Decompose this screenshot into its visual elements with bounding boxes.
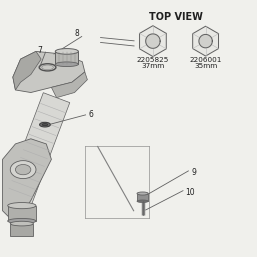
Polygon shape	[137, 194, 148, 201]
Polygon shape	[140, 26, 166, 57]
Ellipse shape	[42, 124, 48, 126]
Text: 2205825: 2205825	[137, 57, 169, 63]
Text: 8: 8	[75, 29, 79, 38]
Polygon shape	[13, 51, 41, 90]
Polygon shape	[10, 224, 33, 236]
Polygon shape	[146, 34, 160, 48]
Ellipse shape	[8, 218, 36, 224]
Polygon shape	[51, 72, 87, 98]
Polygon shape	[8, 206, 36, 221]
Text: 9: 9	[192, 168, 196, 177]
Polygon shape	[55, 51, 78, 64]
Ellipse shape	[55, 62, 78, 67]
Ellipse shape	[137, 192, 148, 195]
Polygon shape	[199, 34, 212, 48]
Ellipse shape	[55, 49, 78, 54]
Ellipse shape	[10, 161, 36, 179]
Polygon shape	[13, 51, 85, 93]
Text: 37mm: 37mm	[141, 62, 164, 69]
Ellipse shape	[8, 203, 36, 209]
Ellipse shape	[40, 122, 50, 127]
Ellipse shape	[15, 164, 31, 175]
Text: 6: 6	[89, 110, 94, 119]
Polygon shape	[193, 26, 218, 56]
Text: TOP VIEW: TOP VIEW	[149, 12, 203, 22]
Text: 2206001: 2206001	[189, 57, 222, 63]
Ellipse shape	[10, 221, 33, 226]
Text: 10: 10	[185, 188, 195, 197]
Polygon shape	[5, 93, 70, 205]
Polygon shape	[3, 139, 51, 218]
Text: 7: 7	[38, 45, 42, 55]
Ellipse shape	[137, 200, 148, 203]
Text: 35mm: 35mm	[194, 62, 217, 69]
